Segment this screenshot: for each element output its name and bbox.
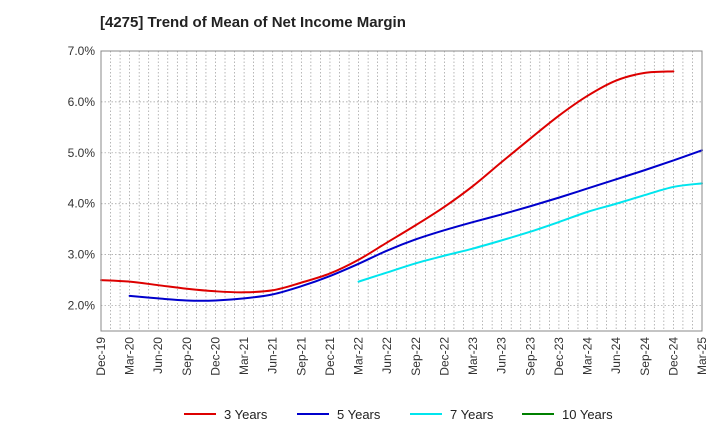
x-tick-label: Sep-23: [523, 337, 537, 376]
y-axis-ticks: 2.0% 3.0% 4.0% 5.0% 6.0% 7.0%: [68, 44, 96, 313]
series-line-3-years: [100, 70, 675, 294]
y-tick-label: 4.0%: [68, 197, 96, 211]
legend-label-7-years: 7 Years: [450, 407, 494, 422]
y-tick-label: 6.0%: [68, 95, 96, 109]
x-axis-ticks: Dec-19 Mar-20 Jun-20 Sep-20 Dec-20 Mar-21 Jun-…: [94, 337, 709, 376]
x-tick-label: Mar-21: [237, 337, 251, 375]
x-tick-label: Dec-20: [208, 337, 222, 376]
x-tick-label: Sep-20: [180, 337, 194, 376]
x-tick-label: Dec-19: [94, 337, 108, 376]
x-tick-label: Jun-23: [495, 337, 509, 374]
series-line-7-years: [357, 182, 703, 283]
chart-title: [4275] Trend of Mean of Net Income Margi…: [100, 14, 406, 31]
x-tick-label: Dec-21: [323, 337, 337, 376]
x-tick-label: Mar-23: [466, 337, 480, 375]
x-tick-label: Mar-24: [581, 337, 595, 375]
x-tick-label: Sep-22: [409, 337, 423, 376]
x-tick-label: Jun-21: [266, 337, 280, 374]
x-tick-label: Jun-24: [609, 337, 623, 374]
x-tick-label: Dec-23: [552, 337, 566, 376]
legend-label-5-years: 5 Years: [337, 407, 381, 422]
x-tick-label: Jun-22: [380, 337, 394, 374]
y-tick-label: 2.0%: [68, 299, 96, 313]
y-tick-label: 7.0%: [68, 44, 96, 58]
y-tick-label: 3.0%: [68, 248, 96, 262]
legend-label-10-years: 10 Years: [562, 407, 613, 422]
x-tick-label: Dec-24: [666, 337, 680, 376]
x-tick-label: Sep-21: [294, 337, 308, 376]
series-layer: [100, 70, 703, 302]
legend: 3 Years 5 Years 7 Years 10 Years: [184, 407, 613, 422]
x-tick-label: Mar-22: [352, 337, 366, 375]
x-tick-label: Sep-24: [638, 337, 652, 376]
legend-label-3-years: 3 Years: [224, 407, 268, 422]
y-tick-label: 5.0%: [68, 146, 96, 160]
x-tick-label: Mar-20: [123, 337, 137, 375]
x-tick-label: Dec-22: [437, 337, 451, 376]
plot-frame: [100, 50, 703, 332]
x-tick-label: Jun-20: [151, 337, 165, 374]
series-line-5-years: [128, 149, 703, 302]
x-tick-label: Mar-25: [695, 337, 709, 375]
